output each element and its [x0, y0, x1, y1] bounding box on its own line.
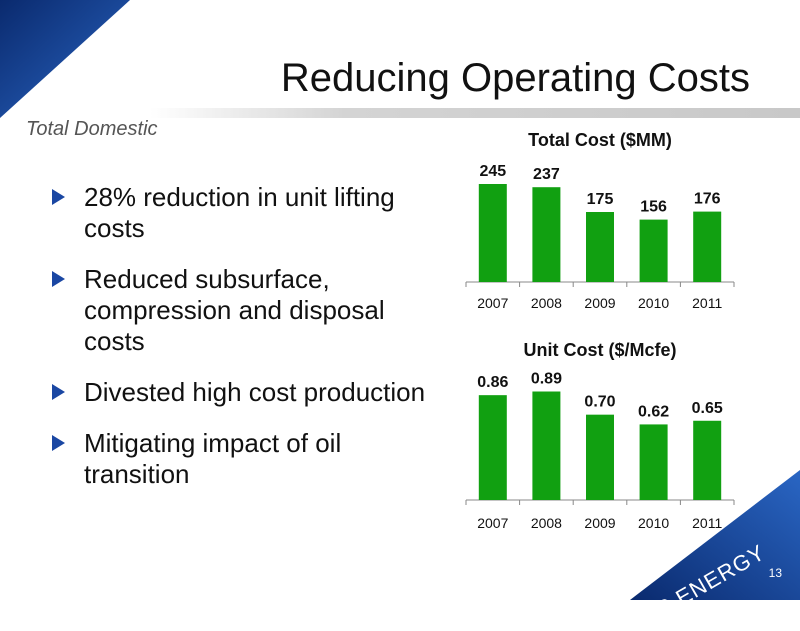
total-cost-bar	[693, 211, 722, 282]
total-cost-chart-svg: Total Cost ($MM) 245 2007 237 2008 175 2009 156…	[465, 130, 735, 311]
bullet-list: 28% reduction in unit lifting costs Redu…	[50, 182, 430, 510]
unit-cost-data-label: 0.62	[638, 403, 669, 420]
unit-cost-tick-label: 2008	[531, 515, 562, 531]
unit-cost-data-label: 0.70	[584, 394, 615, 411]
unit-cost-bar	[693, 420, 722, 500]
bullet-text: 28% reduction in unit lifting costs	[84, 182, 395, 243]
total-cost-chart-title: Total Cost ($MM)	[528, 130, 672, 150]
page-number: 13	[768, 566, 782, 580]
total-cost-data-label: 245	[479, 163, 506, 180]
unit-cost-data-label: 0.89	[531, 371, 562, 388]
unit-cost-data-label: 0.86	[477, 374, 508, 391]
bullet-text: Divested high cost production	[84, 377, 426, 407]
bullet-item: Divested high cost production	[50, 377, 430, 408]
title-divider	[150, 108, 800, 118]
corner-decoration	[0, 0, 130, 118]
unit-cost-chart-svg: Unit Cost ($/Mcfe) 0.86 2007 0.89 2008 0.70 20…	[465, 340, 735, 531]
unit-cost-bar	[586, 414, 614, 500]
triangle-bullet-icon	[52, 435, 65, 451]
total-cost-bar	[639, 219, 668, 282]
total-cost-tick-label: 2009	[584, 295, 615, 311]
slide-subtitle: Total Domestic	[26, 118, 158, 140]
unit-cost-tick-label: 2011	[692, 515, 722, 531]
triangle-bullet-icon	[52, 271, 65, 287]
unit-cost-chart-title: Unit Cost ($/Mcfe)	[524, 340, 677, 360]
slide-title: Reducing Operating Costs	[280, 56, 750, 100]
unit-cost-data-label: 0.65	[692, 400, 723, 417]
total-cost-data-label: 175	[587, 191, 614, 208]
bullet-text: Mitigating impact of oil transition	[84, 428, 342, 489]
triangle-bullet-icon	[52, 384, 65, 400]
total-cost-data-label: 237	[533, 166, 560, 183]
unit-cost-chart: Unit Cost ($/Mcfe) 0.86 2007 0.89 2008 0.70 20…	[460, 332, 740, 542]
unit-cost-tick-label: 2007	[477, 515, 508, 531]
corner-decoration	[630, 470, 800, 600]
total-cost-data-label: 176	[694, 191, 721, 208]
total-cost-bar	[586, 212, 614, 282]
total-cost-tick-label: 2011	[692, 295, 722, 311]
unit-cost-tick-label: 2010	[638, 515, 669, 531]
total-cost-bar	[532, 187, 561, 282]
unit-cost-bar	[639, 424, 668, 500]
total-cost-tick-label: 2008	[531, 295, 562, 311]
unit-cost-bar	[478, 395, 507, 500]
total-cost-chart: Total Cost ($MM) 245 2007 237 2008 175 2009 156…	[460, 122, 740, 322]
unit-cost-bar	[532, 391, 561, 500]
bullet-item: 28% reduction in unit lifting costs	[50, 182, 430, 244]
total-cost-tick-label: 2010	[638, 295, 669, 311]
bullet-item: Reduced subsurface, compression and disp…	[50, 264, 430, 357]
triangle-bullet-icon	[52, 189, 65, 205]
unit-cost-tick-label: 2009	[584, 515, 615, 531]
total-cost-data-label: 156	[640, 199, 667, 216]
total-cost-tick-label: 2007	[477, 295, 508, 311]
total-cost-bar	[478, 184, 507, 282]
bullet-item: Mitigating impact of oil transition	[50, 428, 430, 490]
bullet-text: Reduced subsurface, compression and disp…	[84, 264, 385, 356]
